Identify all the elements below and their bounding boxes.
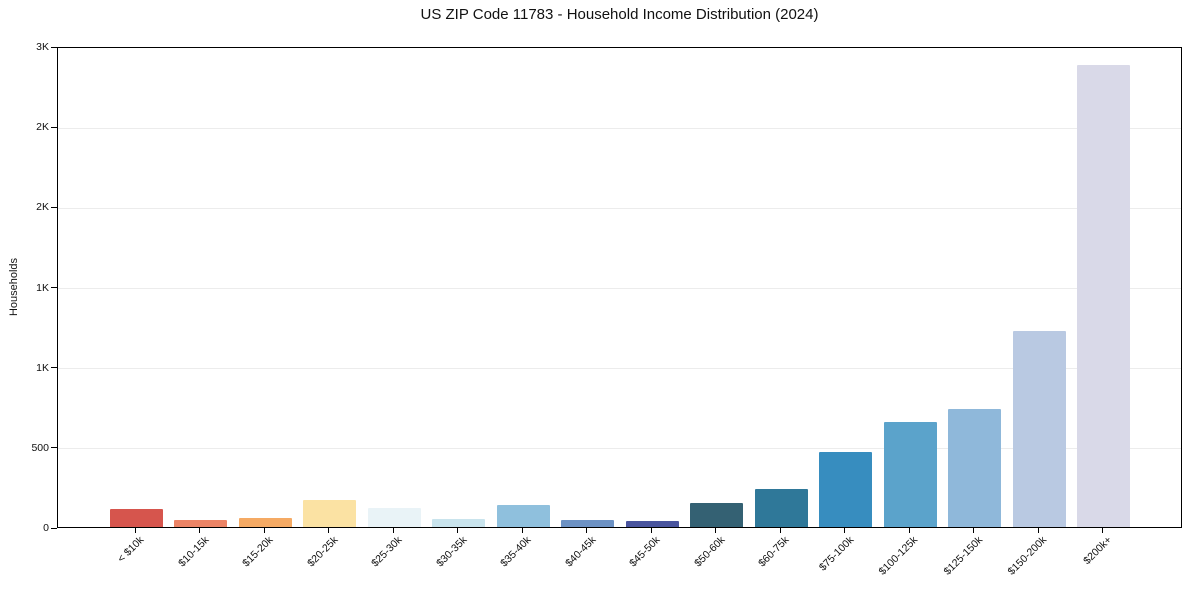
bar-75-100k: [819, 452, 872, 527]
gridline: [58, 127, 1181, 129]
bar-200k: [1077, 65, 1130, 527]
x-tick-label: $15-20k: [240, 534, 276, 570]
bar-40-45k: [561, 519, 614, 527]
x-tick-label: $60-75k: [756, 534, 792, 570]
bar-150-200k: [1012, 330, 1066, 527]
x-tick-mark: [908, 528, 910, 533]
y-tick-mark: [51, 527, 57, 529]
x-tick-label: $20-25k: [304, 534, 340, 570]
bar-60-75k: [754, 489, 808, 527]
x-tick-label: $50-60k: [691, 534, 727, 570]
x-tick-mark: [586, 528, 587, 533]
y-tick-label: 3K: [36, 41, 49, 53]
y-tick-label: 1K: [36, 281, 49, 294]
x-tick-mark: [328, 528, 329, 533]
bar-10k: [109, 509, 163, 527]
bar-125-150k: [948, 409, 1001, 527]
bar-35-40k: [496, 504, 550, 527]
x-tick-label: $200k+: [1080, 534, 1114, 568]
chart-title: US ZIP Code 11783 - Household Income Dis…: [420, 6, 819, 23]
x-tick-mark: [134, 528, 136, 533]
y-tick-mark: [51, 447, 57, 449]
x-tick-label: $150-200k: [1005, 534, 1050, 578]
y-tick-label: 0: [43, 522, 49, 534]
x-tick-mark: [715, 528, 716, 533]
bar-15-20k: [238, 518, 292, 527]
x-tick-label: < $10k: [115, 534, 147, 565]
x-tick-mark: [521, 528, 523, 533]
x-tick-label: $10-15k: [175, 534, 211, 570]
gridline: [58, 207, 1181, 209]
x-tick-mark: [392, 528, 394, 533]
x-tick-label: $75-100k: [816, 534, 856, 574]
x-tick-mark: [650, 528, 652, 533]
x-tick-label: $25-30k: [369, 534, 405, 570]
x-tick-label: $45-50k: [627, 534, 663, 570]
y-tick-mark: [51, 46, 57, 48]
bar-20-25k: [303, 499, 356, 527]
y-tick-label: 2K: [36, 201, 49, 214]
y-tick-label: 500: [31, 441, 49, 454]
x-tick-mark: [779, 528, 781, 533]
x-tick-mark: [263, 528, 265, 533]
bar-25-30k: [367, 507, 421, 527]
bar-100-125k: [883, 421, 937, 527]
x-tick-mark: [199, 528, 200, 533]
x-tick-mark: [457, 528, 458, 533]
bar-10-15k: [174, 519, 227, 527]
x-tick-mark: [1102, 528, 1103, 533]
x-tick-label: $100-125k: [876, 534, 921, 578]
y-tick-mark: [51, 287, 57, 288]
y-tick-mark: [51, 367, 57, 369]
plot-area: [57, 47, 1182, 528]
x-tick-mark: [973, 528, 974, 533]
x-tick-mark: [844, 528, 845, 533]
y-tick-label: 1K: [36, 361, 49, 374]
bar-45-50k: [625, 521, 679, 527]
x-tick-mark: [1037, 528, 1039, 533]
gridline: [58, 288, 1181, 289]
gridline: [58, 448, 1181, 450]
gridline: [58, 368, 1181, 370]
bar-50-60k: [690, 502, 743, 527]
y-tick-mark: [51, 126, 57, 128]
x-tick-label: $35-40k: [498, 534, 534, 570]
bar-30-35k: [432, 518, 485, 527]
y-tick-label: 2K: [36, 121, 49, 134]
x-tick-label: $30-35k: [433, 534, 469, 570]
x-tick-label: $40-45k: [562, 534, 598, 570]
x-tick-label: $125-150k: [941, 534, 985, 578]
y-tick-mark: [51, 206, 57, 208]
